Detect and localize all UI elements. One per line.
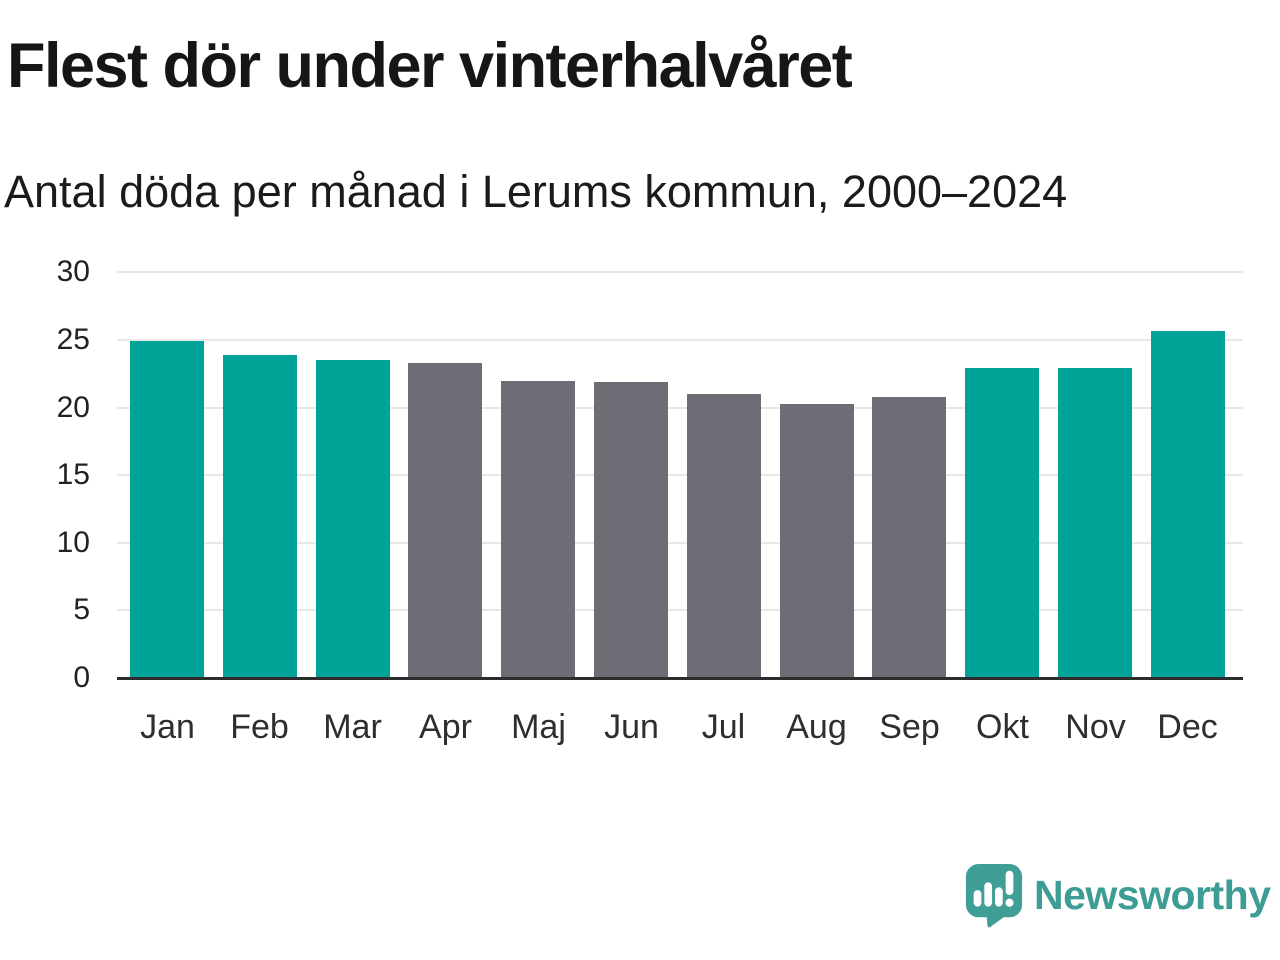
bar-sep <box>872 397 946 678</box>
x-axis-label-sep: Sep <box>879 708 940 746</box>
brand-footer: Newsworthy <box>963 860 1271 930</box>
y-axis-tick-label: 0 <box>73 661 90 694</box>
gridline-y-25 <box>117 339 1243 341</box>
gridline-y-20 <box>117 407 1243 409</box>
bar-apr <box>408 363 482 678</box>
bar-jan <box>130 341 204 678</box>
x-axis-baseline <box>117 677 1243 680</box>
x-axis-label-nov: Nov <box>1065 708 1126 746</box>
bar-nov <box>1058 368 1132 678</box>
chart-subtitle: Antal döda per månad i Lerums kommun, 20… <box>4 166 1068 217</box>
bar-jul <box>687 394 761 678</box>
x-axis-label-feb: Feb <box>230 708 289 746</box>
bar-feb <box>223 355 297 678</box>
x-axis-label-jul: Jul <box>701 708 746 746</box>
gridline-y-5 <box>117 609 1243 611</box>
brand-wordmark: Newsworthy <box>1034 871 1271 918</box>
y-axis-tick-label: 10 <box>56 526 90 559</box>
x-axis-label-apr: Apr <box>419 708 472 746</box>
bar-maj <box>501 381 575 678</box>
x-axis-label-aug: Aug <box>786 708 847 746</box>
bar-jun <box>594 382 668 678</box>
bar-okt <box>965 368 1039 678</box>
y-axis-tick-label: 15 <box>56 458 90 491</box>
gridline-y-15 <box>117 474 1243 476</box>
x-axis-label-jan: Jan <box>140 708 195 746</box>
gridline-y-10 <box>117 542 1243 544</box>
x-axis-label-maj: Maj <box>511 708 566 746</box>
bar-aug <box>780 404 854 678</box>
x-axis-label-jun: Jun <box>604 708 659 746</box>
bar-chart: 0 5 10 15 20 25 30 Jan Feb Mar Apr Maj Jun Jul Aug Sep O… <box>56 255 1243 746</box>
x-axis-label-dec: Dec <box>1157 708 1218 746</box>
x-axis-label-mar: Mar <box>323 708 382 746</box>
bar-dec <box>1151 331 1225 678</box>
gridline-y-30 <box>117 271 1243 273</box>
y-axis-tick-label: 5 <box>73 593 90 626</box>
bar-mar <box>316 360 390 678</box>
y-axis-tick-label: 20 <box>56 391 90 424</box>
y-axis-tick-label: 30 <box>56 255 90 288</box>
page-title: Flest dör under vinterhalvåret <box>7 31 853 101</box>
y-axis-tick-label: 25 <box>56 323 90 356</box>
x-axis-label-okt: Okt <box>976 708 1029 746</box>
newsworthy-logo-icon <box>965 864 1023 928</box>
